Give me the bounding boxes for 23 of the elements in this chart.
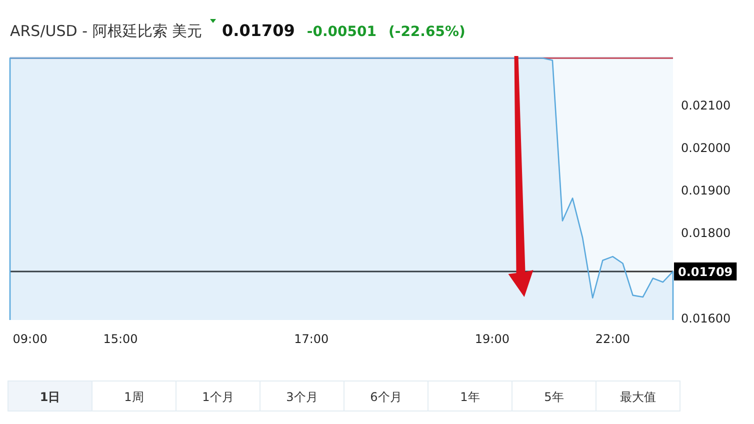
y-tick-label: 0.01600 [681,311,731,326]
text: 1个月 [202,390,234,404]
x-tick-label: 09:00 [12,332,48,346]
y-tick-label: 0.02000 [681,141,731,156]
text: (-22.65%) [388,24,466,40]
ref-line-label: 0.01709 [678,264,733,279]
text: 5年 [544,390,564,404]
x-tick-label: 22:00 [595,332,630,346]
x-tick-label: 17:00 [294,332,329,346]
text: -0.00501 [306,24,376,40]
text: 6个月 [370,390,402,404]
x-tick-label: 15:00 [103,332,138,346]
text: 1日 [40,390,60,404]
chart-title: ARS/USD - 阿根廷比索 美元 [10,22,202,40]
text: 1年 [460,390,480,404]
text: 最大值 [620,390,656,404]
y-tick-label: 0.01900 [681,184,731,198]
text: 0.01709 [222,21,295,40]
text: 1周 [124,390,144,404]
text: 3个月 [286,390,318,404]
y-tick-label: 0.01800 [681,226,731,240]
y-tick-label: 0.02100 [681,98,731,112]
x-tick-label: 19:00 [474,332,510,346]
